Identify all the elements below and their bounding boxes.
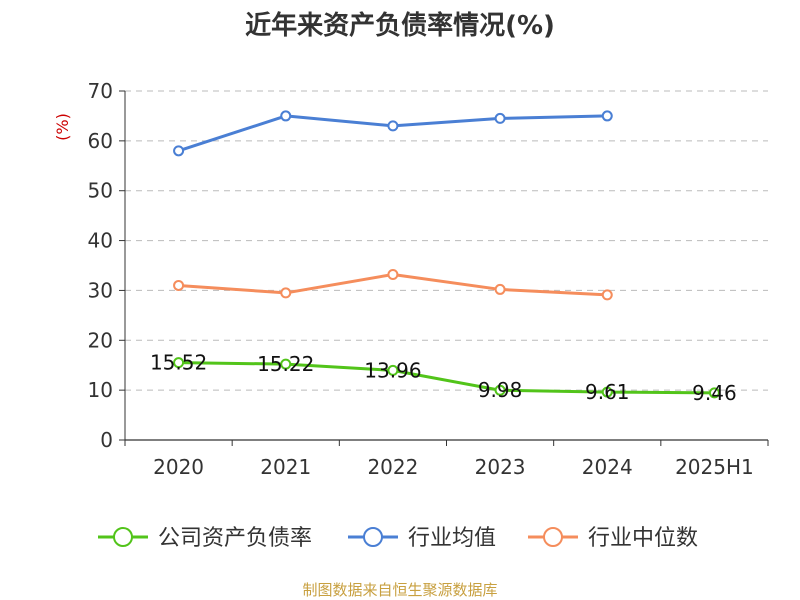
data-point: [387, 120, 399, 132]
legend-item-1[interactable]: 行业均值: [348, 526, 496, 551]
chart-title: 近年来资产负债率情况(%): [245, 10, 555, 41]
x-tick-label: 2022: [367, 455, 418, 479]
grid-lines: [125, 90, 768, 391]
data-label: 9.61: [585, 380, 630, 404]
data-label: 9.46: [692, 381, 737, 405]
source-note: 制图数据来自恒生聚源数据库: [302, 581, 497, 599]
data-point: [494, 283, 506, 295]
legend-label: 行业均值: [408, 526, 496, 551]
legend-marker: [113, 527, 133, 547]
x-tick-label: 2025H1: [675, 455, 754, 479]
data-point: [494, 112, 506, 124]
data-point: [708, 387, 720, 399]
data-point: [601, 386, 613, 398]
y-tick-label: 30: [88, 278, 113, 302]
data-label: 9.98: [478, 378, 523, 402]
data-labels: 15.52 15.22 13.96 9.98 9.61 9.46: [150, 351, 737, 405]
series-line-0: [178, 361, 715, 395]
data-point: [173, 279, 185, 291]
x-tick-label: 2024: [582, 455, 633, 479]
x-tick-label: 2020: [153, 455, 204, 479]
legend-label: 公司资产负债率: [158, 526, 312, 551]
data-point: [387, 268, 399, 280]
y-tick-label: 0: [100, 428, 113, 452]
data-point: [494, 384, 506, 396]
data-point: [601, 110, 613, 122]
data-label: 15.22: [257, 352, 314, 376]
series-lines: [173, 110, 720, 399]
legend-item-2[interactable]: 行业中位数: [528, 526, 698, 551]
y-tick-label: 10: [88, 378, 113, 402]
legend-marker: [543, 527, 563, 547]
y-tick-label: 40: [88, 229, 113, 253]
data-point: [280, 358, 292, 370]
legend-item-0[interactable]: 公司资产负债率: [98, 526, 312, 551]
data-point: [601, 289, 613, 301]
data-label: 15.52: [150, 351, 207, 375]
data-point: [173, 145, 185, 157]
legend-label: 行业中位数: [588, 526, 698, 551]
x-tick-label: 2021: [260, 455, 311, 479]
x-tick-label: 2023: [475, 455, 526, 479]
y-tick-label: 50: [88, 179, 113, 203]
data-label: 13.96: [364, 358, 421, 382]
legend: 公司资产负债率 行业均值 行业中位数: [98, 526, 698, 551]
data-point: [280, 110, 292, 122]
axes: 0 10 20 30 40 50 60 70 2020 2021 2022 2023 2024 2025H…: [88, 79, 769, 479]
y-tick-label: 70: [88, 79, 113, 103]
y-tick-label: 60: [88, 129, 113, 153]
y-tick-label: 20: [88, 328, 113, 352]
data-point: [387, 364, 399, 376]
data-point: [173, 357, 185, 369]
data-point: [280, 287, 292, 299]
y-axis-label: (%): [53, 113, 72, 141]
legend-marker: [363, 527, 383, 547]
